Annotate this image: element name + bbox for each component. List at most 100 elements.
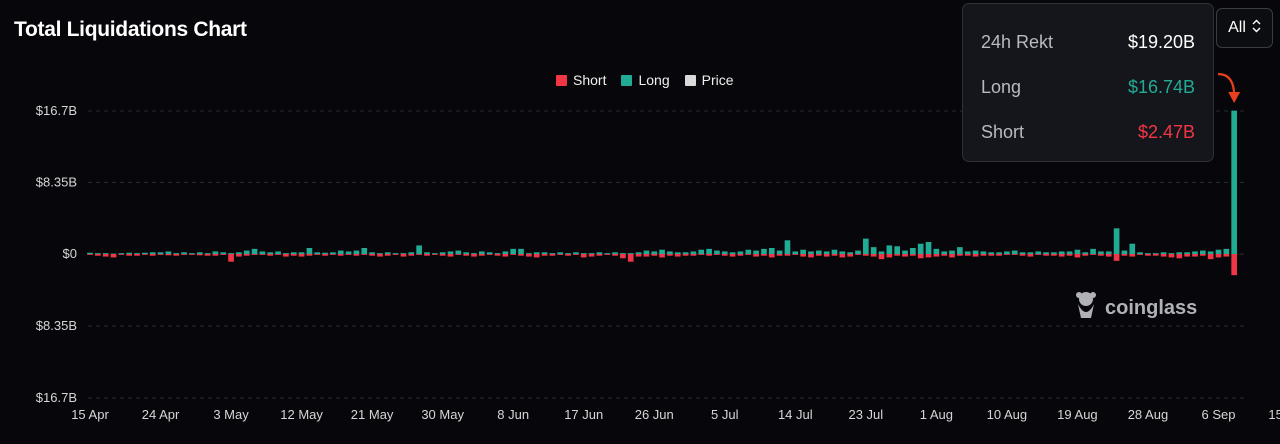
bar-long [243, 250, 250, 254]
bar-short [369, 254, 375, 256]
bar-long [988, 252, 995, 254]
bar-short [886, 254, 893, 258]
x-tick-label: 24 Apr [142, 407, 180, 422]
bar-short [1051, 254, 1057, 256]
short-label: Short [981, 122, 1025, 142]
bar-short [706, 254, 712, 256]
bar-short [377, 254, 383, 257]
bar-short [1090, 254, 1096, 255]
bar-long [612, 252, 618, 254]
bar-short [541, 254, 548, 256]
bar-short [1058, 254, 1065, 257]
legend-swatch-long [621, 74, 633, 86]
bar-short [189, 254, 195, 255]
bar-long [964, 251, 971, 254]
bar-long [1137, 252, 1143, 254]
bar-long [424, 252, 430, 254]
bar-long [1051, 252, 1057, 254]
bar-short [588, 254, 595, 257]
bar-short [259, 254, 266, 255]
bar-long [353, 250, 360, 254]
bar-long [1004, 251, 1010, 254]
bar-long [196, 252, 203, 254]
bar-long [533, 252, 540, 254]
bar-short [910, 254, 916, 256]
bar-short [714, 254, 720, 255]
bar-short [471, 254, 477, 257]
bar-short [1066, 254, 1073, 256]
bar-long [369, 252, 375, 254]
bar-long [510, 248, 516, 254]
bar-long [667, 251, 673, 254]
coinglass-watermark: coinglass [1073, 290, 1197, 326]
bar-long [283, 253, 289, 254]
bar-long [870, 247, 877, 254]
bar-short [816, 254, 822, 256]
bar-short [1082, 254, 1089, 256]
bar-short [721, 254, 728, 256]
bar-long [463, 252, 469, 254]
bar-short [455, 254, 462, 255]
bar-long [486, 252, 493, 254]
bar-long [863, 238, 869, 254]
bar-short [1019, 254, 1026, 256]
bar-short [181, 254, 187, 255]
bar-short [87, 254, 93, 255]
bar-short [463, 254, 469, 256]
bar-short [573, 254, 579, 255]
bar-long [1129, 243, 1136, 254]
bar-short [1207, 254, 1214, 260]
bar-short [157, 254, 164, 255]
coinglass-logo-icon [1073, 290, 1099, 326]
bar-long [580, 253, 587, 254]
legend-item-short[interactable]: Short [556, 72, 606, 88]
bar-short [682, 254, 689, 256]
bar-short [855, 254, 861, 255]
bar-short [204, 254, 211, 256]
bar-long [228, 253, 234, 254]
bar-short [1168, 254, 1175, 258]
bar-short [1184, 254, 1190, 257]
bar-long [259, 251, 266, 254]
bar-long [290, 252, 297, 254]
bar-long [784, 240, 791, 254]
bar-long [330, 252, 336, 254]
bar-short [557, 254, 564, 255]
bar-long [471, 253, 477, 254]
bar-long [251, 248, 258, 254]
bar-long [839, 251, 846, 254]
legend-item-long[interactable]: Long [621, 72, 670, 88]
bar-long [627, 253, 634, 254]
bar-short [643, 254, 650, 257]
bar-short [800, 254, 806, 257]
bar-long [126, 252, 132, 254]
legend-item-price[interactable]: Price [684, 72, 734, 88]
bar-short [236, 254, 242, 257]
bar-long [392, 253, 399, 254]
bar-short [337, 254, 344, 256]
range-select[interactable]: All [1216, 8, 1273, 48]
x-tick-label: 6 Sep [1201, 407, 1235, 422]
bar-long [189, 253, 195, 254]
bar-short [533, 254, 540, 258]
bar-short [690, 254, 697, 256]
bar-long [823, 251, 830, 254]
y-tick-label: $16.7B [36, 390, 77, 405]
bar-long [800, 249, 806, 254]
bar-short [142, 254, 148, 255]
bar-short [1121, 254, 1128, 256]
bar-long [1113, 228, 1120, 254]
bar-long [714, 250, 720, 254]
bar-short [424, 254, 430, 256]
bar-long [181, 252, 187, 254]
legend-label-long: Long [638, 72, 670, 88]
bar-long [400, 253, 407, 254]
bar-long [808, 251, 814, 254]
rekt-label: 24h Rekt [981, 32, 1054, 52]
legend-label-price: Price [701, 72, 734, 88]
bar-short [1160, 254, 1167, 257]
x-tick-label: 17 Jun [564, 407, 603, 422]
bar-short [494, 254, 501, 256]
bar-short [1027, 254, 1034, 257]
bar-short [745, 254, 752, 255]
